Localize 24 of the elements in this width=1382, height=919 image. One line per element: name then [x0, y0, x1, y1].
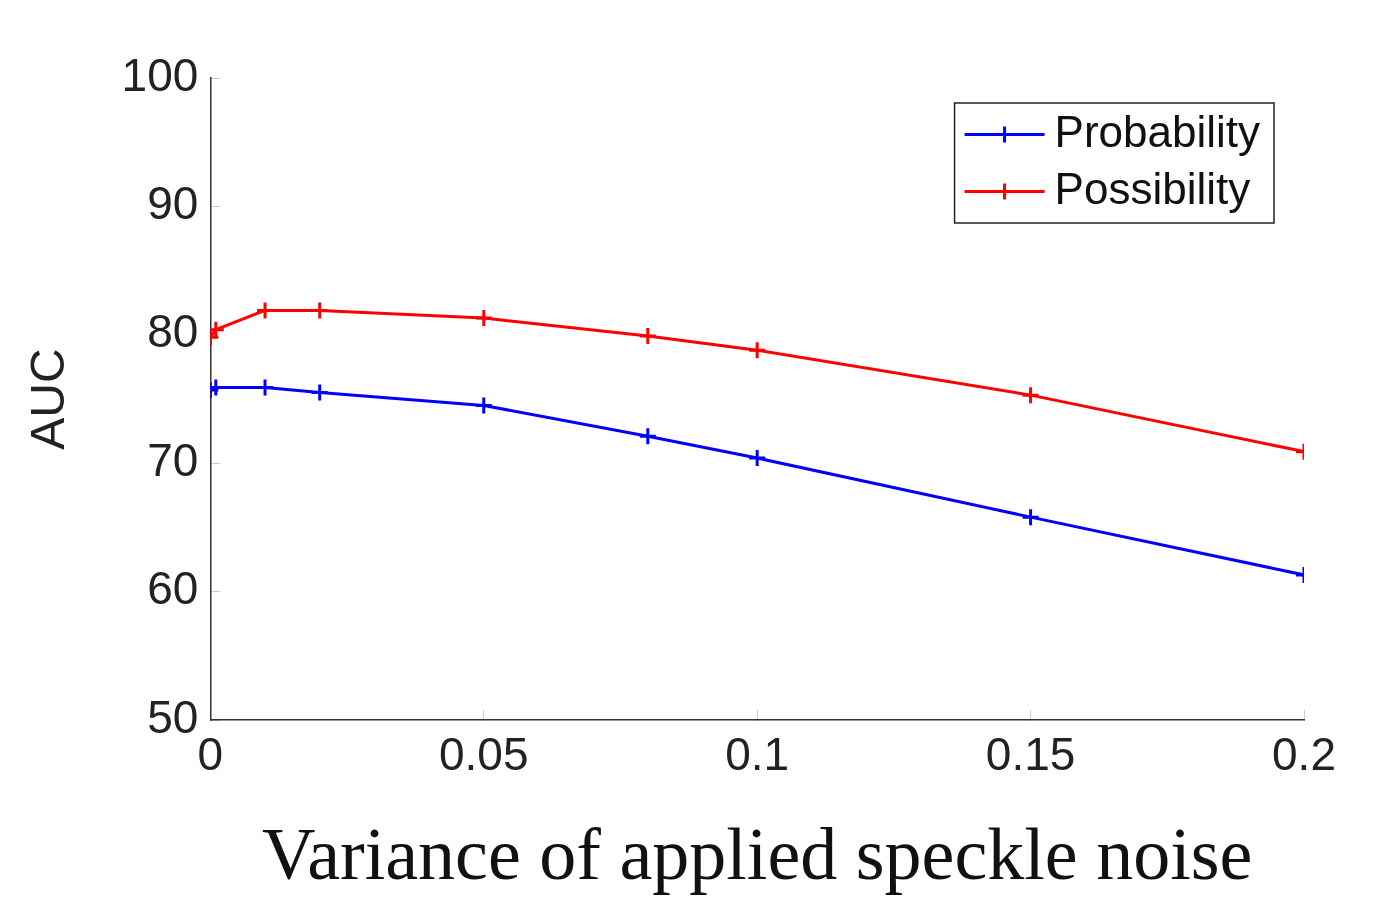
y-axis-title: AUC: [21, 348, 75, 450]
x-axis-title: Variance of applied speckle noise: [261, 813, 1253, 896]
legend-label: Possibility: [1054, 163, 1251, 213]
point: [1021, 507, 1041, 527]
y-tick-label: 60: [147, 562, 199, 615]
y-tick-label: 100: [121, 48, 199, 101]
y-tick-label: 50: [147, 690, 199, 743]
y-tick-label: 70: [147, 433, 199, 486]
point: [747, 340, 767, 360]
point: [747, 448, 767, 468]
y-tick-label: 90: [147, 177, 199, 230]
x-tick-label: 0.15: [985, 728, 1076, 781]
point: [474, 395, 494, 415]
x-tick-label: 0.1: [725, 728, 790, 781]
y-tick-label: 80: [147, 305, 199, 358]
point: [638, 426, 658, 446]
point: [310, 383, 330, 403]
x-tick-label: 0.05: [439, 728, 529, 781]
x-tick-label: 0.2: [1272, 728, 1336, 781]
x-tick-label: 0: [197, 728, 224, 781]
point: [638, 326, 658, 346]
legend-label: Probability: [1054, 106, 1260, 156]
point: [1021, 385, 1041, 405]
point: [474, 308, 494, 328]
